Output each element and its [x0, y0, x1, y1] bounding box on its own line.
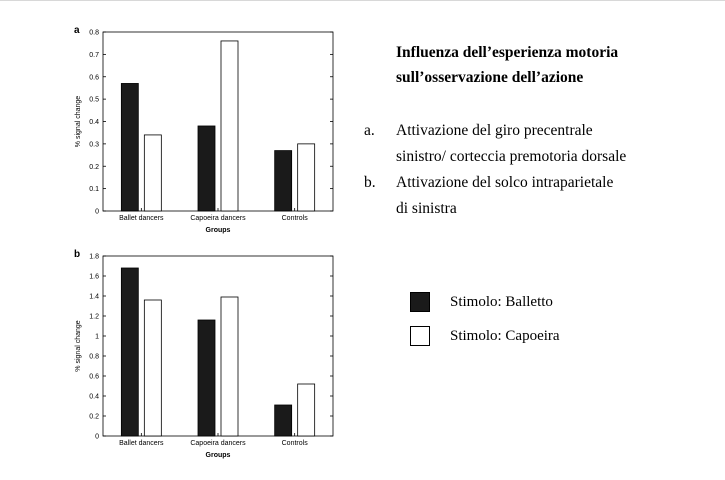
- x-tick-label: Controls: [282, 215, 309, 222]
- slide-title-line-2: sull’osservazione dell’azione: [396, 69, 584, 86]
- bar-capoeira-stimulus: [220, 40, 239, 212]
- y-tick-label: 0.2: [89, 414, 99, 421]
- list-marker-a: a.: [364, 122, 375, 139]
- y-tick-label: 0.8: [89, 30, 99, 37]
- bar-ballet-stimulus: [197, 125, 216, 212]
- x-tick-label: Ballet dancers: [119, 440, 164, 447]
- y-tick-label: 0.1: [89, 186, 99, 193]
- x-axis-title: Groups: [206, 452, 231, 459]
- bar-capoeira-stimulus: [297, 143, 316, 212]
- y-tick-label: 0.6: [89, 74, 99, 81]
- list-item-a-line-1: Attivazione del giro precentrale: [396, 122, 593, 139]
- y-tick-label: 0.3: [89, 141, 99, 148]
- panel-label: a: [74, 25, 80, 36]
- legend-swatch-ballet: [410, 292, 430, 312]
- x-tick-label: Capoeira dancers: [190, 215, 246, 222]
- list-marker-b: b.: [364, 174, 376, 191]
- slide-title: Influenza dell’esperienza motoria sull’o…: [396, 40, 716, 90]
- legend-swatch-capoeira: [410, 326, 430, 346]
- y-tick-label: 1: [95, 334, 99, 341]
- y-tick-label: 1.8: [89, 254, 99, 261]
- bar-capoeira-stimulus: [220, 296, 239, 437]
- bar-ballet-stimulus: [120, 83, 139, 212]
- panel-label: b: [74, 249, 80, 260]
- y-axis-title: % signal change: [75, 320, 82, 371]
- bar-ballet-stimulus: [274, 404, 293, 437]
- x-tick-label: Ballet dancers: [119, 215, 164, 222]
- slide-title-line-1: Influenza dell’esperienza motoria: [396, 44, 619, 61]
- top-divider-line: [0, 0, 725, 1]
- y-tick-label: 0.4: [89, 119, 99, 126]
- bar-ballet-stimulus: [197, 319, 216, 437]
- y-tick-label: 0.7: [89, 52, 99, 59]
- y-tick-label: 0.4: [89, 394, 99, 401]
- y-tick-label: 1.4: [89, 294, 99, 301]
- findings-list: a. Attivazione del giro precentrale sini…: [364, 118, 714, 222]
- y-tick-label: 0.8: [89, 354, 99, 361]
- y-tick-label: 0: [95, 434, 99, 441]
- legend-label-capoeira: Stimolo: Capoeira: [450, 328, 560, 344]
- y-tick-label: 0.2: [89, 164, 99, 171]
- bar-capoeira-stimulus: [143, 299, 162, 437]
- x-tick-label: Capoeira dancers: [190, 440, 246, 447]
- list-item-b: b. Attivazione del solco intraparietale …: [364, 170, 714, 222]
- bar-ballet-stimulus: [120, 267, 139, 437]
- bar-charts: a 0 0.1 0.2 0.3 0.4 0.5 0.6 0.7 0.8 Ballet dancers…: [74, 25, 334, 459]
- bar-ballet-stimulus: [274, 150, 293, 212]
- y-tick-label: 1.2: [89, 314, 99, 321]
- bar-capoeira-stimulus: [143, 134, 162, 212]
- list-item-b-line-2: di sinistra: [396, 200, 457, 217]
- y-tick-label: 0.6: [89, 374, 99, 381]
- y-tick-label: 0.5: [89, 97, 99, 104]
- legend-label-ballet: Stimolo: Balletto: [450, 294, 553, 310]
- list-item-b-line-1: Attivazione del solco intraparietale: [396, 174, 614, 191]
- y-tick-label: 1.6: [89, 274, 99, 281]
- y-tick-label: 0: [95, 209, 99, 216]
- list-item-a: a. Attivazione del giro precentrale sini…: [364, 118, 714, 170]
- x-axis-title: Groups: [206, 227, 231, 234]
- bar-capoeira-stimulus: [297, 383, 316, 437]
- x-tick-label: Controls: [282, 440, 309, 447]
- y-axis-title: % signal change: [75, 96, 82, 147]
- list-item-a-line-2: sinistro/ corteccia premotoria dorsale: [396, 148, 627, 165]
